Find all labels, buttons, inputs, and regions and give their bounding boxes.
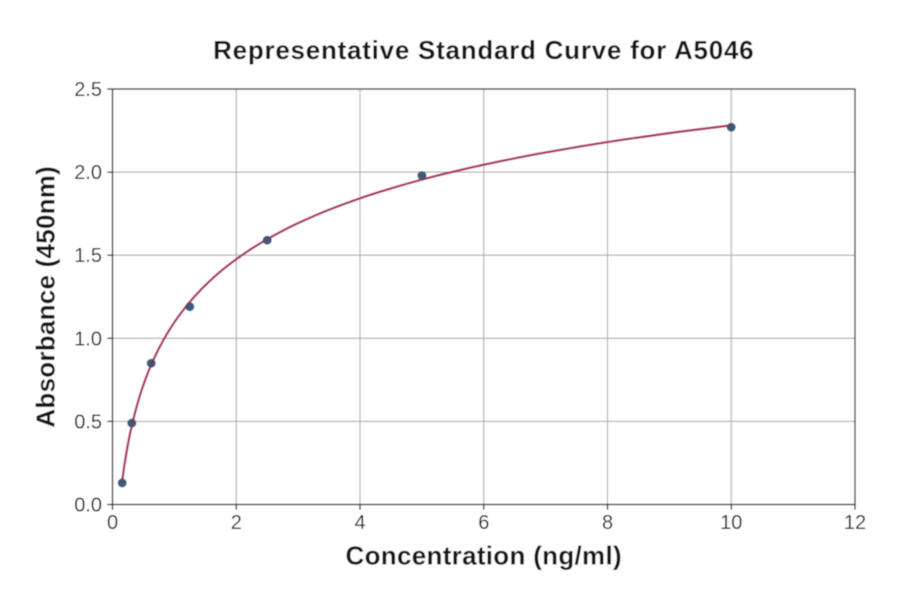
svg-text:1.0: 1.0: [74, 328, 102, 350]
svg-text:8: 8: [602, 512, 613, 534]
svg-text:2: 2: [231, 512, 242, 534]
svg-text:12: 12: [844, 512, 866, 534]
svg-text:10: 10: [720, 512, 742, 534]
svg-text:Absorbance (450nm): Absorbance (450nm): [31, 166, 61, 428]
svg-text:1.5: 1.5: [74, 245, 102, 267]
svg-text:0.0: 0.0: [74, 495, 102, 517]
svg-text:0: 0: [107, 512, 118, 534]
svg-text:2.0: 2.0: [74, 162, 102, 184]
svg-text:2.5: 2.5: [74, 79, 102, 101]
svg-text:Concentration (ng/ml): Concentration (ng/ml): [346, 541, 622, 571]
svg-text:6: 6: [478, 512, 489, 534]
svg-text:4: 4: [354, 512, 365, 534]
svg-text:Representative Standard Curve: Representative Standard Curve for A5046: [213, 35, 754, 65]
svg-text:0.5: 0.5: [74, 411, 102, 433]
